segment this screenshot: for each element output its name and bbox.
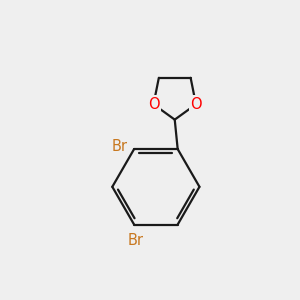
Text: O: O — [190, 97, 202, 112]
Text: Br: Br — [112, 139, 127, 154]
Text: Br: Br — [128, 233, 144, 248]
Text: O: O — [148, 97, 159, 112]
